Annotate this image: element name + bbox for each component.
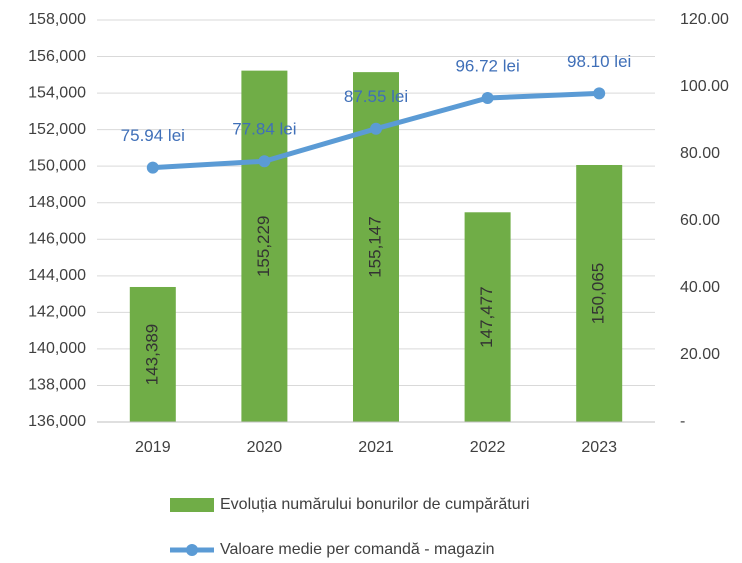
y2-tick-label: 120.00 [680,11,729,28]
bar [464,212,511,422]
line-value-label: 75.94 lei [121,126,185,145]
y-tick-label: 150,000 [28,157,86,174]
y-tick-label: 156,000 [28,48,86,65]
y-tick-label: 136,000 [28,413,86,430]
legend-label: Valoare medie per comandă - magazin [220,541,495,558]
y-tick-label: 154,000 [28,84,86,101]
bar-value-label: 155,229 [254,216,273,277]
line-value-label: 98.10 lei [567,52,631,71]
line-value-label: 87.55 lei [344,87,408,106]
y-tick-label: 144,000 [28,267,86,284]
y-tick-label: 148,000 [28,194,86,211]
legend-swatch [186,544,198,556]
y2-tick-label: 60.00 [680,212,720,229]
bar-value-label: 155,147 [365,216,384,277]
line-value-label: 96.72 lei [455,56,519,75]
y-tick-label: 138,000 [28,377,86,394]
bar-value-label: 150,065 [589,263,608,324]
x-tick-label: 2019 [135,439,171,456]
y2-tick-label: 100.00 [680,78,729,95]
y2-tick-label: 80.00 [680,145,720,162]
line-point [258,155,271,168]
line-point [593,87,606,100]
bar [129,286,176,422]
legend-label: Evoluția numărului bonurilor de cumpărăt… [220,496,530,513]
x-tick-label: 2020 [247,439,283,456]
bar [241,70,288,422]
legend-swatch [170,498,214,512]
line-point [146,161,159,174]
bar-value-label: 147,477 [477,286,496,347]
line-point [481,91,494,104]
line-point [370,122,382,135]
y2-tick-label: 20.00 [680,346,720,363]
y-tick-label: 146,000 [28,230,86,247]
y-tick-label: 142,000 [28,304,86,321]
line-value-label: 77.84 lei [232,120,296,139]
x-tick-label: 2021 [358,439,394,456]
y2-tick-label: - [680,413,685,430]
y-tick-label: 158,000 [28,11,86,28]
y-tick-label: 152,000 [28,121,86,138]
y-tick-label: 140,000 [28,340,86,357]
x-tick-label: 2023 [581,439,617,456]
bar [576,164,623,423]
y2-tick-label: 40.00 [680,279,720,296]
x-tick-label: 2022 [470,439,506,456]
bar-value-label: 143,389 [142,324,161,385]
